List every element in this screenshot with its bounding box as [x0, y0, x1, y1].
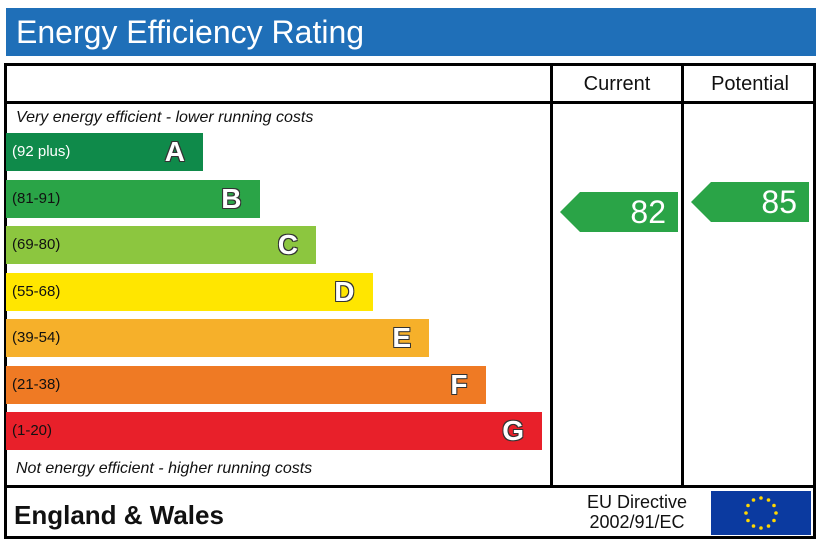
band-d: (55-68) D	[6, 272, 373, 311]
band-a: (92 plus) A	[6, 133, 203, 171]
current-column-header: Current	[583, 73, 651, 95]
band-range: (69-80)	[12, 236, 61, 253]
band-g: (1-20) G	[6, 412, 542, 450]
band-range: (39-54)	[12, 329, 61, 346]
band-b: (81-91) B	[6, 179, 260, 218]
eu-star	[751, 524, 756, 528]
band-range: (92 plus)	[12, 143, 71, 160]
current-arrow-shape	[560, 191, 678, 232]
directive-line-2: 2002/91/EC	[589, 512, 685, 532]
eu-star	[774, 511, 778, 515]
eu-stars	[744, 496, 778, 530]
potential-column-divider	[681, 63, 684, 488]
bottom-caption: Not energy efficient - higher running co…	[16, 460, 313, 477]
eu-star	[759, 526, 763, 530]
eu-star	[772, 518, 776, 523]
eu-star	[772, 503, 776, 508]
band-letter: F	[450, 368, 468, 400]
band-letter: E	[392, 322, 411, 353]
eu-star	[766, 524, 771, 528]
footer-divider	[4, 485, 816, 488]
band-range: (1-20)	[12, 422, 53, 439]
band-letter: C	[277, 229, 298, 260]
eu-star	[746, 503, 750, 508]
eu-star	[751, 498, 756, 502]
current-rating-value: 82	[630, 193, 666, 230]
potential-rating-value: 85	[761, 183, 797, 220]
band-e: (39-54) E	[6, 319, 429, 357]
eu-star	[744, 511, 748, 515]
header-divider	[4, 101, 816, 104]
band-letter: D	[334, 275, 355, 307]
potential-arrow-shape	[691, 181, 809, 222]
eu-star	[746, 518, 750, 523]
current-column-divider	[550, 63, 553, 488]
band-range: (55-68)	[12, 282, 61, 300]
potential-column-header: Potential	[711, 73, 789, 95]
chart-title: Energy Efficiency Rating	[16, 14, 365, 50]
band-range: (21-38)	[12, 375, 61, 393]
band-letter: B	[221, 182, 242, 214]
band-c: (69-80) C	[6, 226, 316, 264]
region-label: England & Wales	[14, 500, 224, 530]
eu-star	[766, 498, 771, 502]
band-f: (21-38) F	[6, 365, 486, 404]
current-rating-arrow: 82	[560, 191, 678, 232]
band-letter: A	[164, 136, 185, 167]
directive-line-1: EU Directive	[586, 492, 688, 512]
top-caption: Very energy efficient - lower running co…	[16, 109, 314, 126]
band-range: (81-91)	[12, 189, 61, 207]
title-bar: Energy Efficiency Rating	[6, 8, 816, 56]
eu-flag-icon	[711, 491, 811, 535]
rating-frame	[4, 63, 816, 539]
eu-directive: EU Directive 2002/91/EC	[570, 492, 704, 532]
eu-star	[759, 496, 763, 500]
band-letter: G	[502, 415, 524, 446]
potential-rating-arrow: 85	[691, 181, 809, 222]
